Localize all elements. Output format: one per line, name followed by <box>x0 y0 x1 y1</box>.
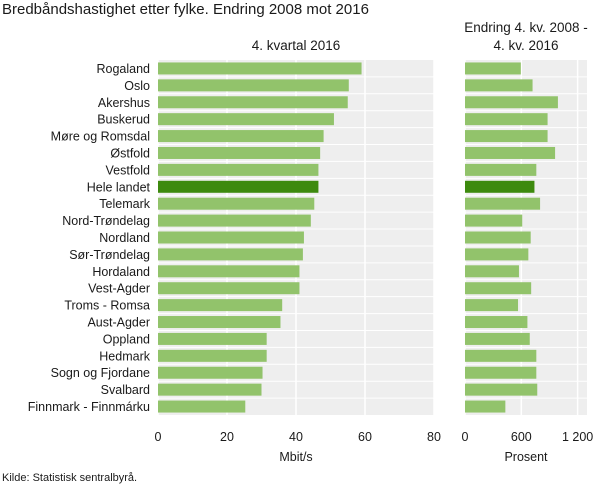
x-axis-label: Mbit/s <box>279 450 312 464</box>
bar <box>158 383 262 396</box>
bar <box>465 349 537 362</box>
bar <box>158 366 263 379</box>
bar <box>158 197 315 210</box>
bar <box>158 231 304 244</box>
panel-title: 4. kvartal 2016 <box>252 38 341 53</box>
bar <box>465 265 519 278</box>
bar <box>465 231 531 244</box>
x-tick-label: 40 <box>289 430 303 444</box>
bar <box>465 146 556 159</box>
bar <box>465 79 533 92</box>
bar <box>465 282 532 295</box>
category-label: Akershus <box>98 96 150 110</box>
category-label: Oslo <box>124 79 150 93</box>
category-label: Oppland <box>103 332 150 346</box>
category-label: Buskerud <box>97 113 150 127</box>
bar <box>465 366 537 379</box>
category-label: Nordland <box>99 231 150 245</box>
bar <box>158 400 246 413</box>
bar <box>465 332 530 345</box>
bar <box>158 180 319 193</box>
category-label: Østfold <box>110 146 150 160</box>
category-label: Hele landet <box>87 180 151 194</box>
bar <box>465 197 541 210</box>
category-label: Sør-Trøndelag <box>69 248 150 262</box>
bar <box>465 248 529 261</box>
panel-title: Endring 4. kv. 2008 - <box>464 20 588 35</box>
bar <box>465 180 535 193</box>
bar <box>465 163 537 176</box>
bar <box>158 163 319 176</box>
bar <box>465 113 548 126</box>
category-label: Hedmark <box>99 349 150 363</box>
bar <box>158 79 349 92</box>
bar <box>465 62 521 75</box>
chart-title: Bredbåndshastighet etter fylke. Endring … <box>2 1 369 18</box>
x-tick-label: 600 <box>511 430 532 444</box>
source-note: Kilde: Statistisk sentralbyrå. <box>2 472 138 484</box>
bar <box>465 383 538 396</box>
x-tick-label: 20 <box>220 430 234 444</box>
category-label: Troms - Romsa <box>64 299 150 313</box>
bar <box>158 316 281 329</box>
bar <box>158 332 267 345</box>
category-label: Vest-Agder <box>88 282 150 296</box>
category-label: Svalbard <box>101 383 150 397</box>
bar <box>158 299 283 312</box>
bar <box>465 130 548 143</box>
bar <box>158 96 348 109</box>
bar <box>158 130 324 143</box>
category-label: Hordaland <box>92 265 150 279</box>
category-label: Sogn og Fjordane <box>51 366 150 380</box>
category-label: Møre og Romsdal <box>51 130 150 144</box>
category-label: Nord-Trøndelag <box>62 214 150 228</box>
category-label: Rogaland <box>96 62 150 76</box>
category-label: Telemark <box>99 197 150 211</box>
bar <box>158 349 267 362</box>
bar <box>158 265 300 278</box>
bar <box>158 214 311 227</box>
bar <box>158 248 303 261</box>
x-tick-label: 0 <box>462 430 469 444</box>
category-label: Aust-Agder <box>87 316 150 330</box>
bar <box>465 96 558 109</box>
x-tick-label: 60 <box>358 430 372 444</box>
category-label: Vestfold <box>106 163 151 177</box>
x-tick-label: 0 <box>155 430 162 444</box>
bar <box>465 214 523 227</box>
bar <box>158 62 362 75</box>
bar <box>465 400 506 413</box>
bar <box>465 299 519 312</box>
bar <box>158 146 321 159</box>
x-axis-label: Prosent <box>504 450 548 464</box>
category-label: Finnmark - Finnmárku <box>28 400 150 414</box>
panel-title: 4. kv. 2016 <box>493 38 558 53</box>
bar <box>158 282 300 295</box>
x-tick-label: 1 200 <box>562 430 593 444</box>
bar <box>158 113 334 126</box>
bar <box>465 316 528 329</box>
x-tick-label: 80 <box>427 430 441 444</box>
